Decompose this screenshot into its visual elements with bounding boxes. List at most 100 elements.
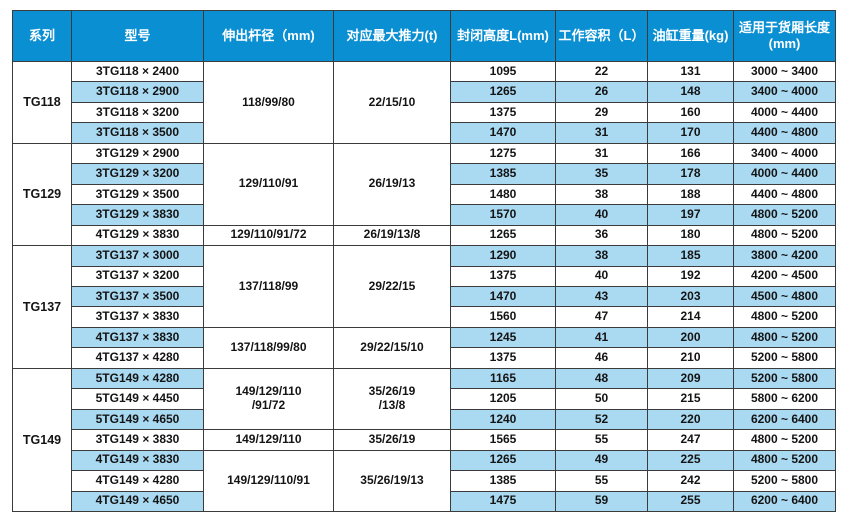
rod-diameter-cell: 137/118/99 <box>203 245 334 328</box>
closed-height-cell: 1565 <box>450 429 556 451</box>
model-cell: 4TG149 × 4650 <box>71 490 204 513</box>
cylinder-weight-cell: 209 <box>647 367 734 390</box>
spec-row: 5TG149 × 4650 1240 52 220 6200 ~ 6400 <box>13 408 836 431</box>
spec-row: 3TG137 × 3200 1375 40 192 4200 ~ 4500 <box>13 265 836 287</box>
closed-height-cell: 1205 <box>450 388 556 410</box>
spec-row: TG118 3TG118 × 2400 118/99/80 22/15/10 1095 2… <box>12 60 836 144</box>
closed-height-cell: 1470 <box>450 285 556 308</box>
closed-height-cell: 1290 <box>450 245 556 267</box>
box-length-cell: 6200 ~ 6400 <box>733 490 836 513</box>
box-length-cell: 4800 ~ 5200 <box>733 449 836 472</box>
column-header-series: 系列 <box>12 10 72 62</box>
model-cell: 3TG137 × 3830 <box>71 306 204 328</box>
working-volume-cell: 26 <box>555 81 648 103</box>
working-volume-cell: 46 <box>555 347 648 369</box>
working-volume-cell: 47 <box>555 306 648 328</box>
box-length-cell: 4200 ~ 4500 <box>733 265 836 287</box>
cylinder-weight-cell: 188 <box>647 183 734 206</box>
closed-height-cell: 1375 <box>450 101 556 124</box>
working-volume-cell: 38 <box>555 245 648 267</box>
model-cell: 3TG118 × 3200 <box>71 101 204 124</box>
rod-diameter-cell: 129/110/91 <box>203 142 334 226</box>
column-header-max-thrust: 对应最大推力(t) <box>333 10 451 62</box>
cylinder-weight-cell: 197 <box>647 204 734 226</box>
cylinder-weight-cell: 203 <box>647 285 734 308</box>
box-length-cell: 3400 ~ 4000 <box>733 142 836 165</box>
cylinder-weight-cell: 210 <box>647 347 734 369</box>
working-volume-cell: 40 <box>555 204 648 226</box>
header-row: 系列 型号 伸出杆径（mm) 对应最大推力(t) 封闭高度L(mm) 工作容积（L） 油缸重… <box>12 10 836 62</box>
box-length-cell: 4400 ~ 4800 <box>733 122 836 144</box>
model-cell: 3TG137 × 3000 <box>71 245 204 267</box>
max-thrust-cell: 26/19/13/8 <box>333 224 451 247</box>
closed-height-cell: 1165 <box>450 367 556 390</box>
cylinder-weight-cell: 200 <box>647 326 734 349</box>
working-volume-cell: 49 <box>555 449 648 472</box>
cylinder-weight-cell: 180 <box>647 224 734 247</box>
spec-row: 3TG129 × 3500 1480 38 188 4400 ~ 4800 <box>13 183 836 206</box>
series-cell: TG129 <box>12 142 72 247</box>
spec-row: 3TG118 × 2900 1265 26 148 3400 ~ 4000 <box>13 81 836 103</box>
model-cell: 3TG149 × 3830 <box>71 429 204 451</box>
closed-height-cell: 1570 <box>450 204 556 226</box>
model-cell: 3TG118 × 2400 <box>71 60 204 83</box>
working-volume-cell: 29 <box>555 101 648 124</box>
closed-height-cell: 1245 <box>450 326 556 349</box>
column-header-box-length: 适用于货厢长度 (mm) <box>733 10 836 62</box>
working-volume-cell: 59 <box>555 490 648 513</box>
spec-row: 4TG149 × 3830 149/129/110/91 35/26/19/13 12… <box>13 449 836 513</box>
model-cell: 3TG137 × 3500 <box>71 285 204 308</box>
box-length-cell: 4000 ~ 4400 <box>733 101 836 124</box>
working-volume-cell: 38 <box>555 183 648 206</box>
cylinder-weight-cell: 178 <box>647 163 734 185</box>
closed-height-cell: 1470 <box>450 122 556 144</box>
cylinder-spec-table: 系列 型号 伸出杆径（mm) 对应最大推力(t) 封闭高度L(mm) 工作容积（L） 油缸重… <box>12 10 836 513</box>
column-header-model: 型号 <box>71 10 204 62</box>
spec-row: TG137 3TG137 × 3000 137/118/99 29/22/15 1290… <box>12 245 836 369</box>
closed-height-cell: 1265 <box>450 224 556 247</box>
max-thrust-cell: 35/26/19 <box>333 429 451 451</box>
box-length-cell: 4800 ~ 5200 <box>733 326 836 349</box>
box-length-cell: 4800 ~ 5200 <box>733 204 836 226</box>
model-cell: 5TG149 × 4650 <box>71 408 204 431</box>
model-cell: 3TG129 × 3200 <box>71 163 204 185</box>
box-length-cell: 5200 ~ 5800 <box>733 470 836 492</box>
spec-row: 4TG149 × 4650 1475 59 255 6200 ~ 6400 <box>13 490 836 513</box>
spec-row: TG149 5TG149 × 4280 149/129/110 /91/72 35/2… <box>12 367 836 513</box>
spec-table-container: 系列 型号 伸出杆径（mm) 对应最大推力(t) 封闭高度L(mm) 工作容积（L） 油缸重… <box>12 10 836 513</box>
model-cell: 3TG137 × 3200 <box>71 265 204 287</box>
max-thrust-cell: 26/19/13 <box>333 142 451 226</box>
series-cell: TG137 <box>12 245 72 369</box>
cylinder-weight-cell: 170 <box>647 122 734 144</box>
working-volume-cell: 36 <box>555 224 648 247</box>
box-length-cell: 4800 ~ 5200 <box>733 306 836 328</box>
closed-height-cell: 1240 <box>450 408 556 431</box>
model-cell: 4TG149 × 4280 <box>71 470 204 492</box>
working-volume-cell: 22 <box>555 60 648 83</box>
closed-height-cell: 1275 <box>450 142 556 165</box>
closed-height-cell: 1385 <box>450 163 556 185</box>
spec-row: 3TG129 × 3830 1570 40 197 4800 ~ 5200 <box>13 204 836 226</box>
model-cell: 5TG149 × 4450 <box>71 388 204 410</box>
box-length-cell: 3400 ~ 4000 <box>733 81 836 103</box>
working-volume-cell: 31 <box>555 142 648 165</box>
box-length-cell: 4800 ~ 5200 <box>733 224 836 247</box>
working-volume-cell: 31 <box>555 122 648 144</box>
spec-row: 3TG137 × 3500 1470 43 203 4500 ~ 4800 <box>13 285 836 308</box>
closed-height-cell: 1265 <box>450 449 556 472</box>
model-cell: 3TG118 × 2900 <box>71 81 204 103</box>
working-volume-cell: 50 <box>555 388 648 410</box>
column-header-rod-diameter: 伸出杆径（mm) <box>203 10 334 62</box>
spec-row: 4TG137 × 4280 1375 46 210 5200 ~ 5800 <box>13 347 836 369</box>
box-length-cell: 5200 ~ 5800 <box>733 367 836 390</box>
rod-diameter-cell: 129/110/91/72 <box>203 224 334 247</box>
model-cell: 4TG137 × 3830 <box>71 326 204 349</box>
working-volume-cell: 48 <box>555 367 648 390</box>
closed-height-cell: 1560 <box>450 306 556 328</box>
model-cell: 3TG129 × 3830 <box>71 204 204 226</box>
box-length-cell: 4000 ~ 4400 <box>733 163 836 185</box>
closed-height-cell: 1385 <box>450 470 556 492</box>
box-length-cell: 5800 ~ 6200 <box>733 388 836 410</box>
box-length-cell: 5200 ~ 5800 <box>733 347 836 369</box>
